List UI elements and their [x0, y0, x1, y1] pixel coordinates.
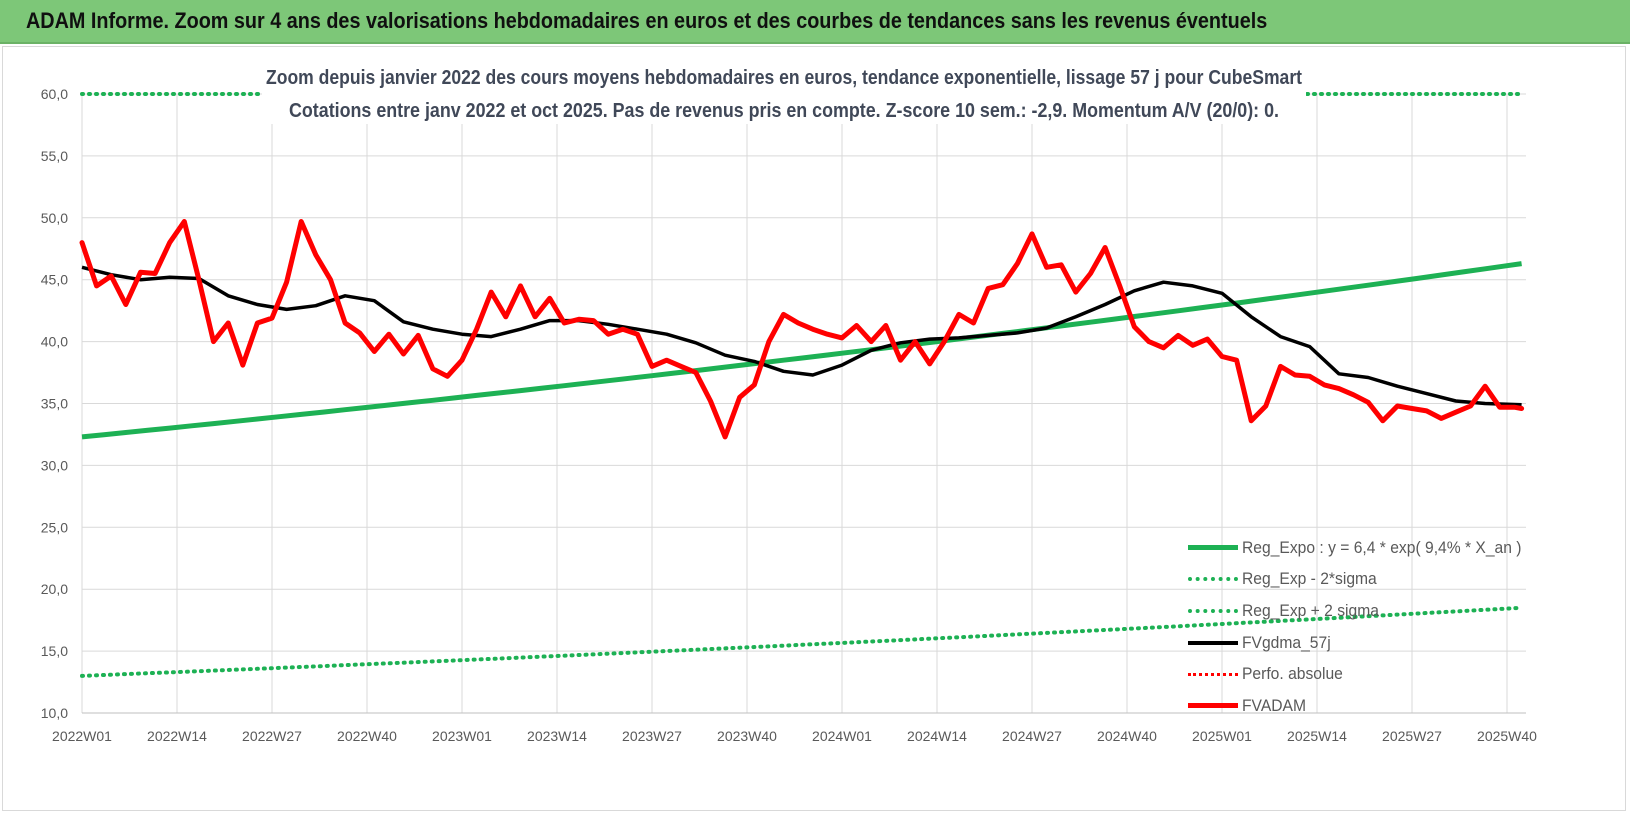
- axis-layer: 10,0 15,0 20,0 25,0 30,0 35,0 40,0 45,0 50,0 55,0…: [41, 86, 1537, 744]
- legend-label: FVADAM: [1242, 695, 1307, 715]
- legend-item-reg-expo[interactable]: Reg_Expo : y = 6,4 * exp( 9,4% * X_an ): [1188, 532, 1548, 564]
- x-tick-label: 2024W40: [1097, 728, 1157, 744]
- legend-item-perfo[interactable]: Perfo. absolue: [1188, 658, 1548, 690]
- chart-legend: Reg_Expo : y = 6,4 * exp( 9,4% * X_an ) …: [1188, 532, 1548, 722]
- y-tick-label: 25,0: [41, 519, 68, 535]
- legend-swatch-solid-black: [1188, 640, 1238, 645]
- chart-subtitle: Cotations entre janv 2022 et oct 2025. P…: [289, 100, 1279, 122]
- title-background: [262, 56, 1306, 124]
- chart-title: Zoom depuis janvier 2022 des cours moyen…: [266, 67, 1302, 89]
- series-reg-expo: [81, 261, 1522, 440]
- legend-item-fvgdma[interactable]: FVgdma_57j: [1188, 627, 1548, 659]
- x-tick-label: 2022W27: [242, 728, 302, 744]
- grid-layer: [81, 93, 1526, 714]
- x-tick-label: 2022W40: [337, 728, 397, 744]
- legend-swatch-dotted-green: [1188, 577, 1238, 582]
- legend-label: Reg_Exp + 2 sigma: [1242, 600, 1379, 620]
- legend-swatch-solid-red: [1188, 703, 1238, 709]
- y-tick-label: 15,0: [41, 643, 68, 659]
- legend-label: Reg_Expo : y = 6,4 * exp( 9,4% * X_an ): [1242, 537, 1522, 557]
- x-tick-label: 2023W40: [717, 728, 777, 744]
- series-fvgdma-57j: [81, 265, 1522, 407]
- y-tick-label: 40,0: [41, 334, 68, 350]
- x-tick-label: 2025W14: [1287, 728, 1347, 744]
- legend-label: Reg_Exp - 2*sigma: [1242, 569, 1377, 589]
- chart-title-block: Zoom depuis janvier 2022 des cours moyen…: [262, 56, 1306, 124]
- x-tick-label: 2024W27: [1002, 728, 1062, 744]
- x-tick-label: 2025W01: [1192, 728, 1252, 744]
- x-tick-label: 2024W01: [812, 728, 872, 744]
- report-banner: ADAM Informe. Zoom sur 4 ans des valoris…: [0, 0, 1630, 44]
- legend-swatch-solid-green: [1188, 545, 1238, 551]
- x-tick-label: 2023W14: [527, 728, 587, 744]
- legend-label: Perfo. absolue: [1242, 664, 1343, 684]
- x-tick-label: 2023W01: [432, 728, 492, 744]
- x-tick-label: 2025W40: [1477, 728, 1537, 744]
- x-tick-label: 2022W01: [52, 728, 112, 744]
- series-fvadam: [79, 219, 1525, 440]
- y-tick-label: 50,0: [41, 210, 68, 226]
- x-tick-label: 2024W14: [907, 728, 967, 744]
- y-tick-label: 55,0: [41, 148, 68, 164]
- legend-swatch-dotted-red: [1188, 672, 1238, 676]
- y-tick-label: 10,0: [41, 705, 68, 721]
- x-tick-label: 2022W14: [147, 728, 207, 744]
- legend-item-fvadam[interactable]: FVADAM: [1188, 690, 1548, 722]
- y-tick-label: 60,0: [41, 86, 68, 102]
- y-tick-label: 45,0: [41, 272, 68, 288]
- y-tick-label: 30,0: [41, 457, 68, 473]
- x-tick-label: 2025W27: [1382, 728, 1442, 744]
- y-tick-label: 35,0: [41, 396, 68, 412]
- report-title: ADAM Informe. Zoom sur 4 ans des valoris…: [26, 8, 1268, 33]
- legend-item-reg-exp-minus[interactable]: Reg_Exp - 2*sigma: [1188, 564, 1548, 596]
- legend-label: FVgdma_57j: [1242, 632, 1331, 652]
- x-tick-label: 2023W27: [622, 728, 682, 744]
- chart-frame: [2, 46, 1626, 811]
- legend-item-reg-exp-plus[interactable]: Reg_Exp + 2 sigma: [1188, 595, 1548, 627]
- legend-swatch-dotted-green: [1188, 608, 1238, 613]
- y-tick-label: 20,0: [41, 581, 68, 597]
